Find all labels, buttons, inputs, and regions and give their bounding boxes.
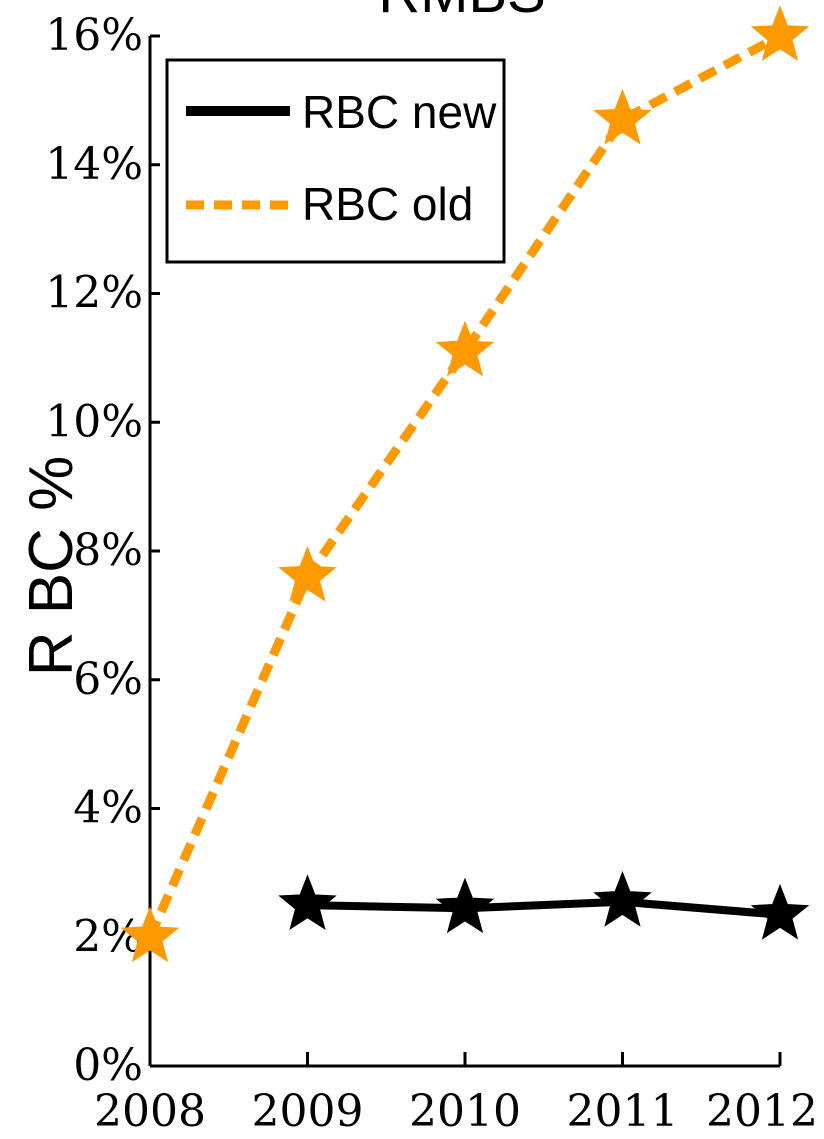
y-tick-label: 4%: [73, 783, 143, 834]
y-ticks: 0% 2% 4% 6% 8% 10% 12% 14% 16%: [45, 10, 160, 1091]
legend-box: [165, 58, 506, 264]
y-tick-label: 10%: [45, 396, 143, 447]
series-line-rbc-old: [145, 32, 783, 940]
series-line-rbc-new: [307, 897, 781, 919]
x-tick-label: 2009: [252, 1086, 364, 1137]
series-point-rbc-new: [750, 883, 810, 940]
chart-title: RMBS: [378, 0, 546, 25]
x-tick-label: 2010: [409, 1086, 521, 1137]
series-point-rbc-new: [593, 871, 652, 927]
series-point-rbc-old: [435, 320, 495, 377]
series-point-rbc-old: [593, 88, 652, 145]
legend: RBC new RBC old: [165, 58, 506, 264]
x-tick-label: 2012: [706, 1086, 818, 1137]
legend-label-rbc-new: RBC new: [302, 86, 497, 138]
y-tick-label: 12%: [45, 268, 143, 319]
series-point-rbc-old: [278, 546, 337, 602]
series-point-rbc-new: [435, 877, 495, 934]
series-point-rbc-old: [120, 906, 180, 963]
y-tick-label: 0%: [73, 1040, 143, 1091]
y-axis-label: R BC %: [17, 456, 86, 676]
x-tick-label: 2008: [94, 1086, 206, 1137]
y-tick-label: 14%: [45, 139, 143, 190]
x-ticks: 2008 2009 2010 2011 2012: [94, 1052, 818, 1137]
legend-label-rbc-old: RBC old: [302, 178, 473, 230]
y-tick-label: 8%: [73, 525, 143, 576]
series-layer: [120, 5, 810, 963]
series-point-rbc-new: [278, 874, 337, 930]
series-point-rbc-old: [750, 5, 810, 61]
y-tick-label: 16%: [45, 10, 143, 61]
x-tick-label: 2011: [567, 1086, 679, 1137]
y-tick-label: 6%: [73, 654, 143, 705]
y-tick-label: 2%: [73, 911, 143, 962]
